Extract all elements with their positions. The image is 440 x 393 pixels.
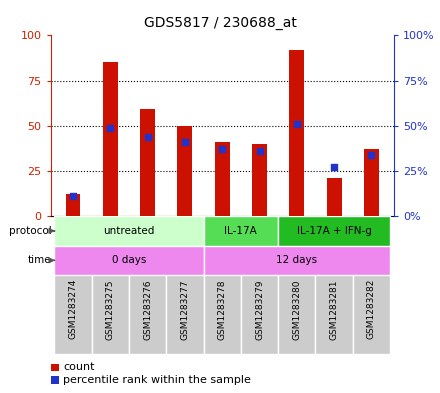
Bar	[315, 275, 353, 354]
Bar	[252, 144, 267, 216]
Bar	[326, 178, 341, 216]
Text: GSM1283282: GSM1283282	[367, 279, 376, 340]
Text: GSM1283279: GSM1283279	[255, 279, 264, 340]
Point	[144, 134, 151, 140]
Bar	[204, 216, 278, 246]
Text: untreated: untreated	[103, 226, 154, 236]
Bar	[103, 62, 118, 216]
Text: GSM1283280: GSM1283280	[292, 279, 301, 340]
Point	[330, 164, 337, 171]
Bar	[364, 149, 379, 216]
Bar	[54, 246, 204, 275]
Bar	[54, 275, 92, 354]
Text: 12 days: 12 days	[276, 255, 317, 265]
Bar	[278, 275, 315, 354]
Text: IL-17A + IFN-g: IL-17A + IFN-g	[297, 226, 371, 236]
Point	[219, 146, 226, 152]
Bar	[66, 195, 81, 216]
Text: protocol: protocol	[9, 226, 51, 236]
Point	[256, 148, 263, 154]
Bar	[353, 275, 390, 354]
Bar	[204, 246, 390, 275]
Point	[368, 152, 375, 158]
Text: IL-17A: IL-17A	[224, 226, 257, 236]
Bar	[92, 275, 129, 354]
Point	[107, 125, 114, 131]
Bar	[54, 216, 204, 246]
Text: percentile rank within the sample: percentile rank within the sample	[63, 375, 251, 385]
Bar	[140, 110, 155, 216]
Text: GDS5817 / 230688_at: GDS5817 / 230688_at	[143, 16, 297, 30]
Bar	[215, 142, 230, 216]
Text: 0 days: 0 days	[112, 255, 146, 265]
Text: count: count	[63, 362, 95, 372]
Bar	[290, 50, 304, 216]
Text: GSM1283276: GSM1283276	[143, 279, 152, 340]
Bar	[278, 216, 390, 246]
Text: GSM1283278: GSM1283278	[218, 279, 227, 340]
Bar	[129, 275, 166, 354]
Point	[293, 121, 301, 127]
Text: time: time	[28, 255, 51, 265]
Point	[181, 139, 188, 145]
Text: GSM1283277: GSM1283277	[180, 279, 189, 340]
Point	[70, 193, 77, 199]
Text: GSM1283275: GSM1283275	[106, 279, 115, 340]
Bar	[204, 275, 241, 354]
Bar	[166, 275, 204, 354]
Text: GSM1283274: GSM1283274	[69, 279, 77, 340]
Bar	[177, 126, 192, 216]
Bar	[241, 275, 278, 354]
Text: GSM1283281: GSM1283281	[330, 279, 339, 340]
